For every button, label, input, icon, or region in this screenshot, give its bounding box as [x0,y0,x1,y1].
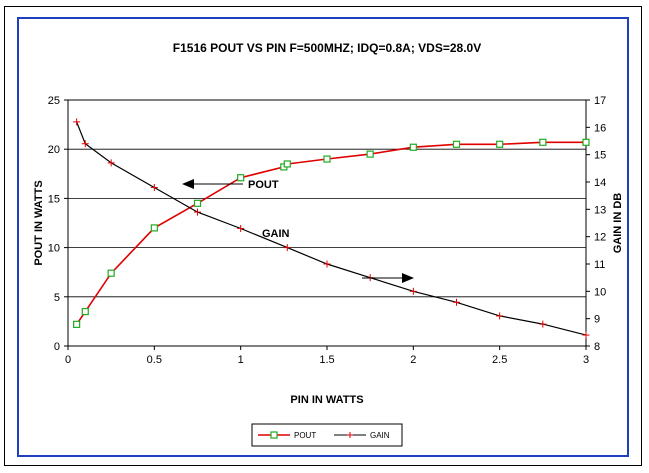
left-y-axis-label: POUT IN WATTS [33,180,45,265]
pout-point-12 [496,140,504,148]
x-tick-label-4: 2 [410,354,416,366]
right-y-axis: 8 9 10 11 12 13 14 15 16 17 [586,95,606,353]
left-y-axis: 0 5 10 15 20 25 [48,95,68,353]
x-tick-label-6: 3 [583,354,589,366]
pout-point-7 [283,160,291,168]
x-tick-label-5: 2.5 [492,354,507,366]
right-y-axis-label: GAIN IN DB [612,193,624,254]
gain-point-9 [409,287,417,295]
gain-point-1 [81,140,89,148]
pout-point-10 [409,143,417,151]
x-axis: 0 0.5 1 1.5 2 2.5 3 [65,346,589,366]
outer-frame [4,6,642,466]
right-y-tick-label-5: 13 [594,204,606,216]
right-y-tick-label-8: 16 [594,122,606,134]
gain-point-11 [496,312,504,320]
pout-point-5 [237,174,245,182]
gain-point-0 [73,118,81,126]
series-layer [73,118,590,339]
pout-point-2 [107,269,115,277]
legend: POUT GAIN [251,423,403,447]
pout-point-0 [73,320,81,328]
left-y-tick-label-4: 20 [48,144,60,156]
right-y-tick-label-9: 17 [594,95,606,107]
gain-annotation-arrow [362,273,414,283]
right-y-tick-label-4: 12 [594,232,606,244]
x-tick-label-0: 0 [65,354,71,366]
gain-point-5 [237,224,245,232]
gain-point-3 [150,183,158,191]
left-y-tick-label-5: 25 [48,95,60,107]
left-y-tick-label-3: 15 [48,193,60,205]
left-y-tick-label-2: 10 [48,243,60,255]
right-y-tick-label-3: 11 [594,259,605,271]
pout-annotation-label: POUT [248,179,279,191]
chart-frame [17,17,629,457]
pout-point-3 [150,224,158,232]
legend-gain-label: GAIN [370,431,390,440]
gain-point-2 [107,159,115,167]
left-y-tick-label-0: 0 [54,341,60,353]
legend-box [251,423,403,447]
gain-point-7 [323,260,331,268]
x-axis-label: PIN IN WATTS [290,394,363,406]
right-y-tick-label-0: 8 [594,341,600,353]
pout-point-9 [366,150,374,158]
pout-point-13 [539,138,547,146]
gain-point-10 [453,298,460,306]
legend-gain-marker [347,432,353,438]
plot-area [67,99,587,347]
pout-point-4 [193,199,202,207]
left-y-tick-label-1: 5 [54,292,60,304]
right-y-tick-label-2: 10 [594,286,606,298]
gridlines [68,148,586,298]
x-tick-label-3: 1.5 [319,354,334,366]
gain-point-6 [283,244,291,252]
gain-series-line [76,121,587,336]
legend-pout-label: POUT [294,431,316,440]
x-tick-label-2: 1 [238,354,244,366]
pout-point-8 [323,155,331,163]
pout-point-1 [81,307,89,316]
right-y-tick-label-1: 9 [594,314,600,326]
gain-point-12 [539,320,547,328]
right-y-tick-label-7: 15 [594,150,606,162]
right-y-tick-label-6: 14 [594,177,606,189]
pout-annotation-arrow [182,179,243,189]
chart-title: F1516 POUT VS PIN F=500MHZ; IDQ=0.8A; VD… [173,41,481,55]
gain-point-4 [194,208,201,216]
gain-annotation-label: GAIN [262,228,290,240]
pout-point-11 [452,140,461,148]
legend-pout-marker [270,431,278,439]
pout-point-14 [582,138,590,146]
x-tick-label-1: 0.5 [147,354,162,366]
gain-point-13 [582,331,590,339]
